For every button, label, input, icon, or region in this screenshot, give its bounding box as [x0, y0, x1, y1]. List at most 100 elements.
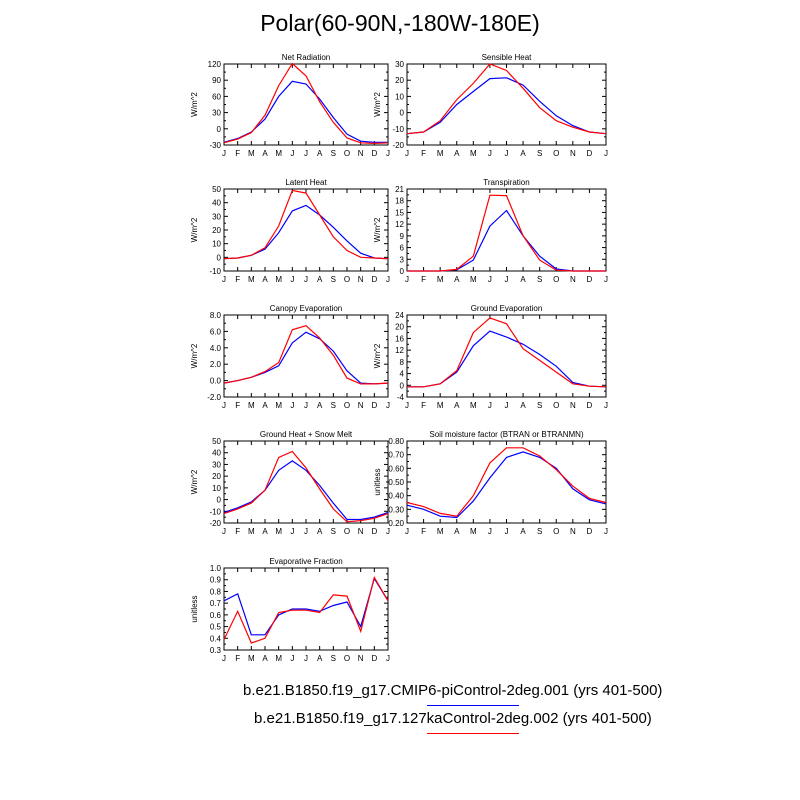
- y-tick-label: 0: [400, 381, 405, 390]
- x-tick-label: J: [304, 527, 308, 536]
- x-tick-label: J: [405, 527, 409, 536]
- x-tick-label: M: [248, 275, 255, 284]
- x-tick-label: J: [304, 149, 308, 158]
- y-tick-label: 12: [395, 220, 404, 229]
- y-tick-label: 3: [400, 255, 405, 264]
- x-tick-label: D: [587, 275, 593, 284]
- plot-frame: [406, 188, 607, 272]
- y-tick-label: 0: [217, 125, 222, 134]
- x-tick-label: J: [405, 149, 409, 158]
- x-tick-label: J: [386, 275, 390, 284]
- x-tick-label: M: [470, 401, 477, 410]
- x-tick-label: M: [437, 149, 444, 158]
- y-axis-label: W/m^2: [190, 469, 199, 494]
- x-tick-label: A: [454, 527, 460, 536]
- y-tick-label: 0.60: [388, 464, 404, 473]
- x-tick-label: N: [358, 401, 364, 410]
- series-line-piControl: [407, 330, 607, 388]
- y-tick-label: 120: [208, 60, 222, 69]
- x-tick-label: O: [553, 401, 559, 410]
- y-tick-label: 21: [395, 185, 404, 194]
- y-tick-label: 18: [395, 197, 404, 206]
- y-tick-label: 0: [217, 496, 222, 505]
- y-tick-label: 0.9: [210, 576, 222, 585]
- y-tick-label: 0.40: [388, 492, 404, 501]
- y-tick-label: 15: [395, 208, 404, 217]
- x-tick-label: A: [520, 275, 526, 284]
- x-tick-label: J: [222, 527, 226, 536]
- y-tick-label: 4.0: [210, 344, 222, 353]
- x-tick-label: A: [317, 401, 323, 410]
- series-line-piControl: [406, 451, 607, 519]
- y-tick-label: 0.8: [210, 587, 222, 596]
- x-tick-label: J: [386, 527, 390, 536]
- x-tick-label: A: [520, 401, 526, 410]
- y-axis-label: W/m^2: [190, 343, 199, 368]
- x-tick-label: D: [371, 527, 377, 536]
- y-axis-label: W/m^2: [190, 92, 199, 117]
- x-tick-label: N: [358, 149, 364, 158]
- x-tick-label: J: [222, 275, 226, 284]
- y-tick-label: -4: [397, 393, 405, 402]
- y-tick-label: 20: [395, 76, 404, 85]
- x-tick-label: J: [386, 149, 390, 158]
- x-tick-label: O: [553, 275, 559, 284]
- x-tick-label: A: [454, 149, 460, 158]
- x-tick-label: D: [587, 149, 593, 158]
- y-tick-label: 20: [212, 472, 221, 481]
- series-line-piControl: [223, 577, 389, 636]
- chart-title: Transpiration: [483, 178, 529, 187]
- x-tick-label: J: [488, 149, 492, 158]
- y-tick-label: 20: [212, 226, 221, 235]
- y-tick-label: 60: [212, 92, 221, 101]
- x-tick-label: J: [386, 654, 390, 663]
- x-tick-label: J: [304, 275, 308, 284]
- x-tick-label: M: [275, 275, 282, 284]
- y-tick-label: 10: [212, 240, 221, 249]
- x-tick-label: J: [488, 401, 492, 410]
- y-axis-label: W/m^2: [373, 217, 382, 242]
- x-tick-label: J: [604, 527, 608, 536]
- y-tick-label: 0.70: [388, 451, 404, 460]
- y-tick-label: -10: [209, 267, 221, 276]
- chart-title: Sensible Heat: [482, 53, 533, 62]
- legend-entry-piControl: b.e21.B1850.f19_g17.CMIP6-piControl-2deg…: [243, 682, 662, 699]
- series-line-piControl: [223, 460, 389, 521]
- x-tick-label: A: [317, 149, 323, 158]
- x-tick-label: D: [371, 401, 377, 410]
- chart-title: Ground Evaporation: [471, 304, 543, 313]
- x-tick-label: N: [570, 401, 576, 410]
- y-tick-label: 40: [212, 199, 221, 208]
- x-tick-label: A: [454, 275, 460, 284]
- y-tick-label: 0.7: [210, 599, 222, 608]
- y-tick-label: 40: [212, 449, 221, 458]
- series-line-127ka: [407, 317, 607, 388]
- chart-title: Soil moisture factor (BTRAN or BTRANMN): [429, 430, 584, 439]
- y-tick-label: 2.0: [210, 360, 222, 369]
- plot-frame: [406, 63, 607, 146]
- y-axis-label: unitless: [373, 468, 382, 495]
- y-tick-label: 30: [212, 460, 221, 469]
- x-tick-label: F: [235, 275, 240, 284]
- x-tick-label: N: [570, 275, 576, 284]
- x-tick-label: J: [505, 527, 509, 536]
- plot-frame: [223, 440, 389, 524]
- x-tick-label: N: [570, 527, 576, 536]
- x-tick-label: F: [235, 149, 240, 158]
- y-tick-label: 6.0: [210, 327, 222, 336]
- chart-title: Ground Heat + Snow Melt: [260, 430, 353, 439]
- y-tick-label: 30: [395, 60, 404, 69]
- series-line-piControl: [406, 77, 607, 135]
- y-tick-label: 0.4: [210, 634, 222, 643]
- x-tick-label: S: [537, 401, 542, 410]
- series-line-piControl: [223, 331, 389, 385]
- x-tick-label: M: [248, 149, 255, 158]
- x-tick-label: J: [290, 149, 294, 158]
- x-tick-label: J: [222, 401, 226, 410]
- x-tick-label: M: [275, 401, 282, 410]
- y-tick-label: 50: [212, 437, 221, 446]
- x-tick-label: J: [290, 401, 294, 410]
- x-tick-label: J: [304, 654, 308, 663]
- x-tick-label: D: [371, 149, 377, 158]
- plot-frame: [406, 440, 607, 524]
